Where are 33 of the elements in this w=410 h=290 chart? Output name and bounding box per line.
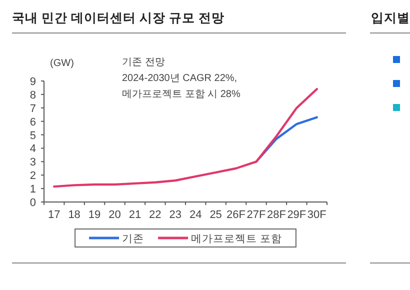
y-tick-label: 0 xyxy=(30,197,36,209)
x-tick-label: 20 xyxy=(108,209,121,221)
y-tick-label: 2 xyxy=(30,170,36,182)
annotation: 메가프로젝트 포함 시 28% xyxy=(122,89,240,100)
x-tick-label: 28F xyxy=(266,209,286,221)
y-axis-title: (GW) xyxy=(50,58,74,69)
annotation: 2024-2030년 CAGR 22%, xyxy=(122,73,238,84)
x-tick-label: 25 xyxy=(210,209,222,221)
x-tick-label: 22 xyxy=(149,209,162,221)
x-tick-label: 17 xyxy=(48,209,60,221)
x-tick-label: 26F xyxy=(226,209,246,221)
y-tick-label: 7 xyxy=(30,102,36,115)
x-tick-label: 19 xyxy=(88,209,101,221)
y-tick-label: 5 xyxy=(30,130,36,142)
x-tick-label: 18 xyxy=(68,209,80,221)
x-tick-label: 27F xyxy=(246,209,266,221)
text: 기존 전망 xyxy=(122,57,165,68)
x-tick-label: 29F xyxy=(287,209,306,221)
x-tick-label: 23 xyxy=(169,209,182,221)
x-tick-label: 30F xyxy=(307,209,327,221)
x-tick-label: 24 xyxy=(189,209,202,221)
y-tick-label: 3 xyxy=(30,156,36,169)
chart-title: 국내 민간 데이터센터 시장 규모 전망 xyxy=(12,11,224,25)
legend-label: 메가프로젝트 포함 xyxy=(191,233,282,245)
legend-label: 기존 xyxy=(122,233,144,245)
line-series xyxy=(53,88,318,188)
y-tick-label: 6 xyxy=(30,116,36,128)
x-tick-label: 21 xyxy=(128,209,142,221)
y-tick-label: 1 xyxy=(30,184,36,196)
y-tick-label: 9 xyxy=(30,76,36,88)
y-tick-label: 4 xyxy=(30,143,36,156)
text: 입지별 xyxy=(371,11,410,25)
y-tick-label: 8 xyxy=(30,89,36,102)
